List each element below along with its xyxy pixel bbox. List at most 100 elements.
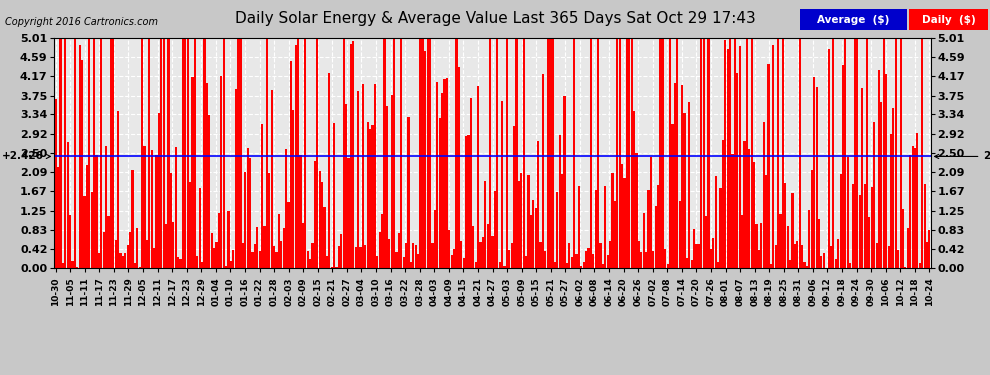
- Bar: [59, 38, 61, 268]
- Bar: [270, 90, 273, 268]
- Bar: [287, 202, 289, 268]
- Bar: [242, 243, 244, 268]
- Bar: [228, 211, 230, 268]
- Bar: [408, 117, 410, 268]
- Bar: [688, 102, 690, 268]
- Bar: [230, 261, 232, 268]
- Bar: [331, 267, 333, 268]
- Bar: [885, 74, 887, 268]
- Bar: [592, 254, 594, 268]
- Bar: [429, 38, 432, 268]
- Bar: [93, 38, 95, 268]
- Bar: [361, 84, 364, 268]
- Bar: [235, 89, 237, 268]
- Bar: [863, 184, 865, 268]
- Bar: [720, 188, 722, 268]
- Bar: [854, 38, 856, 268]
- Bar: [833, 38, 835, 268]
- Bar: [619, 38, 621, 268]
- Bar: [336, 267, 338, 268]
- Bar: [770, 264, 772, 268]
- Bar: [643, 213, 644, 268]
- Bar: [465, 135, 467, 268]
- Bar: [467, 135, 469, 268]
- Bar: [844, 38, 846, 268]
- Bar: [909, 155, 911, 268]
- Bar: [314, 161, 316, 268]
- Bar: [501, 101, 503, 268]
- Bar: [216, 242, 218, 268]
- Bar: [732, 154, 734, 268]
- Bar: [568, 243, 570, 268]
- Bar: [806, 266, 808, 268]
- Bar: [772, 45, 774, 268]
- Bar: [302, 223, 304, 268]
- Bar: [638, 241, 640, 268]
- Bar: [57, 166, 59, 268]
- Bar: [590, 38, 592, 268]
- Bar: [213, 248, 215, 268]
- Bar: [249, 158, 251, 268]
- Bar: [477, 86, 479, 268]
- Bar: [150, 150, 152, 268]
- Bar: [110, 38, 112, 268]
- Bar: [282, 228, 285, 268]
- Bar: [474, 262, 477, 268]
- Bar: [261, 124, 263, 268]
- Bar: [607, 255, 609, 268]
- Bar: [753, 162, 755, 268]
- Bar: [777, 38, 779, 268]
- Bar: [388, 239, 390, 268]
- Bar: [580, 266, 582, 268]
- Bar: [391, 94, 393, 268]
- Bar: [115, 240, 117, 268]
- Bar: [587, 248, 590, 268]
- Bar: [602, 264, 604, 268]
- Bar: [420, 38, 422, 268]
- Bar: [343, 38, 345, 268]
- Bar: [600, 243, 602, 268]
- Bar: [762, 122, 765, 268]
- Bar: [299, 155, 302, 268]
- Bar: [383, 38, 385, 268]
- Bar: [681, 86, 683, 268]
- Bar: [858, 195, 861, 268]
- Bar: [129, 232, 131, 268]
- Bar: [890, 134, 892, 268]
- Bar: [132, 170, 134, 268]
- Bar: [892, 108, 895, 268]
- Bar: [700, 38, 703, 268]
- Bar: [64, 38, 66, 268]
- Bar: [585, 251, 587, 268]
- Bar: [415, 245, 417, 268]
- Bar: [196, 256, 198, 268]
- Bar: [745, 38, 748, 268]
- Bar: [319, 171, 321, 268]
- Bar: [866, 39, 868, 268]
- Bar: [76, 267, 78, 268]
- Bar: [278, 214, 280, 268]
- Bar: [403, 256, 405, 268]
- Bar: [425, 51, 427, 268]
- Bar: [871, 187, 873, 268]
- Bar: [664, 249, 666, 268]
- Text: Copyright 2016 Cartronics.com: Copyright 2016 Cartronics.com: [5, 17, 158, 27]
- Bar: [570, 257, 573, 268]
- Bar: [511, 243, 513, 268]
- Bar: [124, 253, 127, 268]
- Bar: [470, 98, 472, 268]
- Bar: [155, 155, 157, 268]
- Bar: [203, 38, 206, 268]
- Bar: [352, 41, 354, 268]
- Bar: [566, 263, 568, 268]
- Bar: [649, 158, 652, 268]
- Bar: [450, 255, 452, 268]
- Bar: [191, 77, 194, 268]
- Bar: [240, 38, 242, 268]
- Bar: [174, 147, 177, 268]
- Bar: [686, 258, 688, 268]
- Bar: [880, 102, 882, 268]
- Bar: [90, 192, 93, 268]
- Bar: [95, 156, 98, 268]
- Bar: [326, 256, 328, 268]
